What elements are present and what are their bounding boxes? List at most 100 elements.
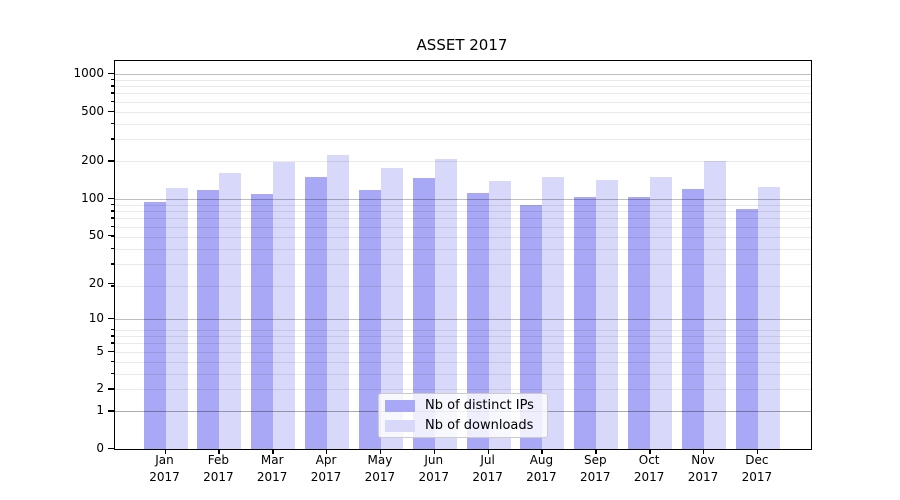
- legend-label-downloads: Nb of downloads: [425, 418, 534, 433]
- y-minor-tick-mark: [110, 92, 114, 94]
- y-gridline-minor: [115, 343, 811, 345]
- bar-distinct-ips: [412, 177, 435, 449]
- y-gridline-minor: [115, 111, 811, 113]
- x-tick-label-jul: Jul 2017: [461, 452, 515, 486]
- y-tick-label: 500: [81, 103, 104, 118]
- x-tick-month: Sep: [583, 453, 607, 467]
- y-tick-label: 50: [88, 227, 104, 242]
- x-tick-mark: [272, 449, 274, 454]
- y-tick-mark: [108, 350, 114, 353]
- y-minor-tick-mark: [110, 247, 114, 250]
- y-minor-tick-mark: [110, 372, 114, 375]
- y-minor-tick-mark: [110, 203, 114, 206]
- y-minor-tick-mark: [110, 78, 114, 81]
- bar-downloads: [165, 187, 188, 449]
- bar-distinct-ips: [466, 193, 489, 449]
- x-tick-year: 2017: [633, 470, 665, 484]
- y-minor-tick-mark: [110, 335, 114, 337]
- x-tick-mark: [595, 449, 597, 454]
- y-tick-mark: [108, 197, 114, 199]
- bar-distinct-ips: [251, 193, 274, 449]
- y-gridline-minor: [115, 211, 811, 213]
- bar-downloads: [380, 167, 403, 449]
- bar-downloads: [273, 162, 296, 449]
- bar-downloads: [650, 177, 673, 449]
- x-tick-label-jan: Jan 2017: [138, 452, 192, 486]
- legend-item-downloads: Nb of downloads: [385, 417, 541, 434]
- bar-downloads: [757, 186, 780, 449]
- y-minor-tick-mark: [110, 360, 114, 363]
- bar-downloads: [219, 173, 242, 449]
- y-gridline-minor: [115, 329, 811, 331]
- x-tick-month: May: [367, 453, 393, 467]
- legend-swatch-downloads: [385, 419, 415, 432]
- x-tick-label-apr: Apr 2017: [299, 452, 353, 486]
- bar-downloads: [596, 180, 619, 449]
- y-gridline-major: [115, 318, 811, 320]
- x-tick-month: Jun: [424, 453, 444, 467]
- x-tick-mark: [433, 449, 436, 454]
- y-minor-tick-mark: [110, 110, 114, 113]
- x-tick-mark: [541, 449, 543, 454]
- x-tick-month: Apr: [315, 453, 337, 467]
- bar-distinct-ips: [682, 189, 704, 449]
- x-tick-year: 2017: [580, 470, 611, 484]
- y-minor-tick-mark: [110, 225, 114, 228]
- y-gridline-minor: [115, 93, 811, 95]
- x-tick-mark: [218, 449, 220, 454]
- bar-distinct-ips: [735, 209, 758, 449]
- y-minor-tick-mark: [110, 263, 114, 265]
- x-tick-label-feb: Feb 2017: [191, 452, 245, 486]
- legend-swatch-distinct-ips: [385, 399, 415, 412]
- plot-area: [114, 60, 812, 450]
- y-gridline-minor: [115, 218, 811, 220]
- y-gridline-minor: [115, 123, 811, 125]
- y-minor-tick-mark: [110, 122, 114, 125]
- x-tick-month: Oct: [638, 453, 660, 467]
- x-tick-month: Nov: [691, 453, 715, 467]
- x-tick-month: Jul: [480, 453, 495, 467]
- x-tick-year: 2017: [418, 470, 450, 484]
- x-tick-mark: [164, 449, 166, 454]
- y-tick-mark: [108, 282, 114, 285]
- bar-distinct-ips: [520, 204, 543, 449]
- y-gridline-minor: [115, 336, 811, 338]
- legend-label-distinct-ips: Nb of distinct IPs: [425, 398, 534, 413]
- y-minor-tick-mark: [110, 342, 114, 344]
- bar-downloads: [542, 176, 565, 449]
- y-minor-tick-mark: [110, 85, 114, 87]
- y-gridline-minor: [115, 264, 811, 266]
- y-minor-tick-mark: [110, 235, 114, 238]
- y-minor-tick-mark: [110, 160, 114, 162]
- y-gridline-minor: [115, 351, 811, 353]
- x-tick-label-sep: Sep 2017: [568, 452, 622, 486]
- y-gridline-minor: [115, 236, 811, 238]
- x-tick-month: Jan: [155, 453, 174, 467]
- x-tick-month: Aug: [529, 453, 554, 467]
- x-tick-year: 2017: [310, 470, 342, 484]
- bar-distinct-ips: [358, 189, 381, 449]
- y-tick-label: 20: [88, 275, 104, 290]
- x-tick-year: 2017: [256, 470, 288, 484]
- y-gridline-minor: [115, 361, 811, 363]
- x-tick-year: 2017: [741, 470, 773, 484]
- y-gridline-minor: [115, 286, 811, 288]
- x-tick-mark: [379, 449, 382, 454]
- x-tick-mark: [487, 449, 489, 454]
- bar-distinct-ips: [305, 177, 328, 449]
- y-tick-label: 2: [96, 381, 104, 396]
- x-tick-label-aug: Aug 2017: [514, 452, 568, 486]
- y-tick-label: 100: [81, 190, 104, 205]
- x-tick-year: 2017: [203, 470, 234, 484]
- y-tick-mark: [108, 448, 114, 450]
- y-tick-mark: [108, 388, 114, 390]
- bar-downloads: [327, 155, 350, 449]
- y-tick-label: 1: [96, 403, 104, 418]
- y-tick-mark: [108, 234, 114, 236]
- x-tick-label-jun: Jun 2017: [407, 452, 461, 486]
- bar-downloads: [434, 158, 457, 449]
- x-tick-month: Feb: [207, 453, 229, 467]
- y-tick-label: 0: [96, 441, 104, 455]
- y-gridline-minor: [115, 373, 811, 375]
- x-tick-mark: [326, 449, 328, 454]
